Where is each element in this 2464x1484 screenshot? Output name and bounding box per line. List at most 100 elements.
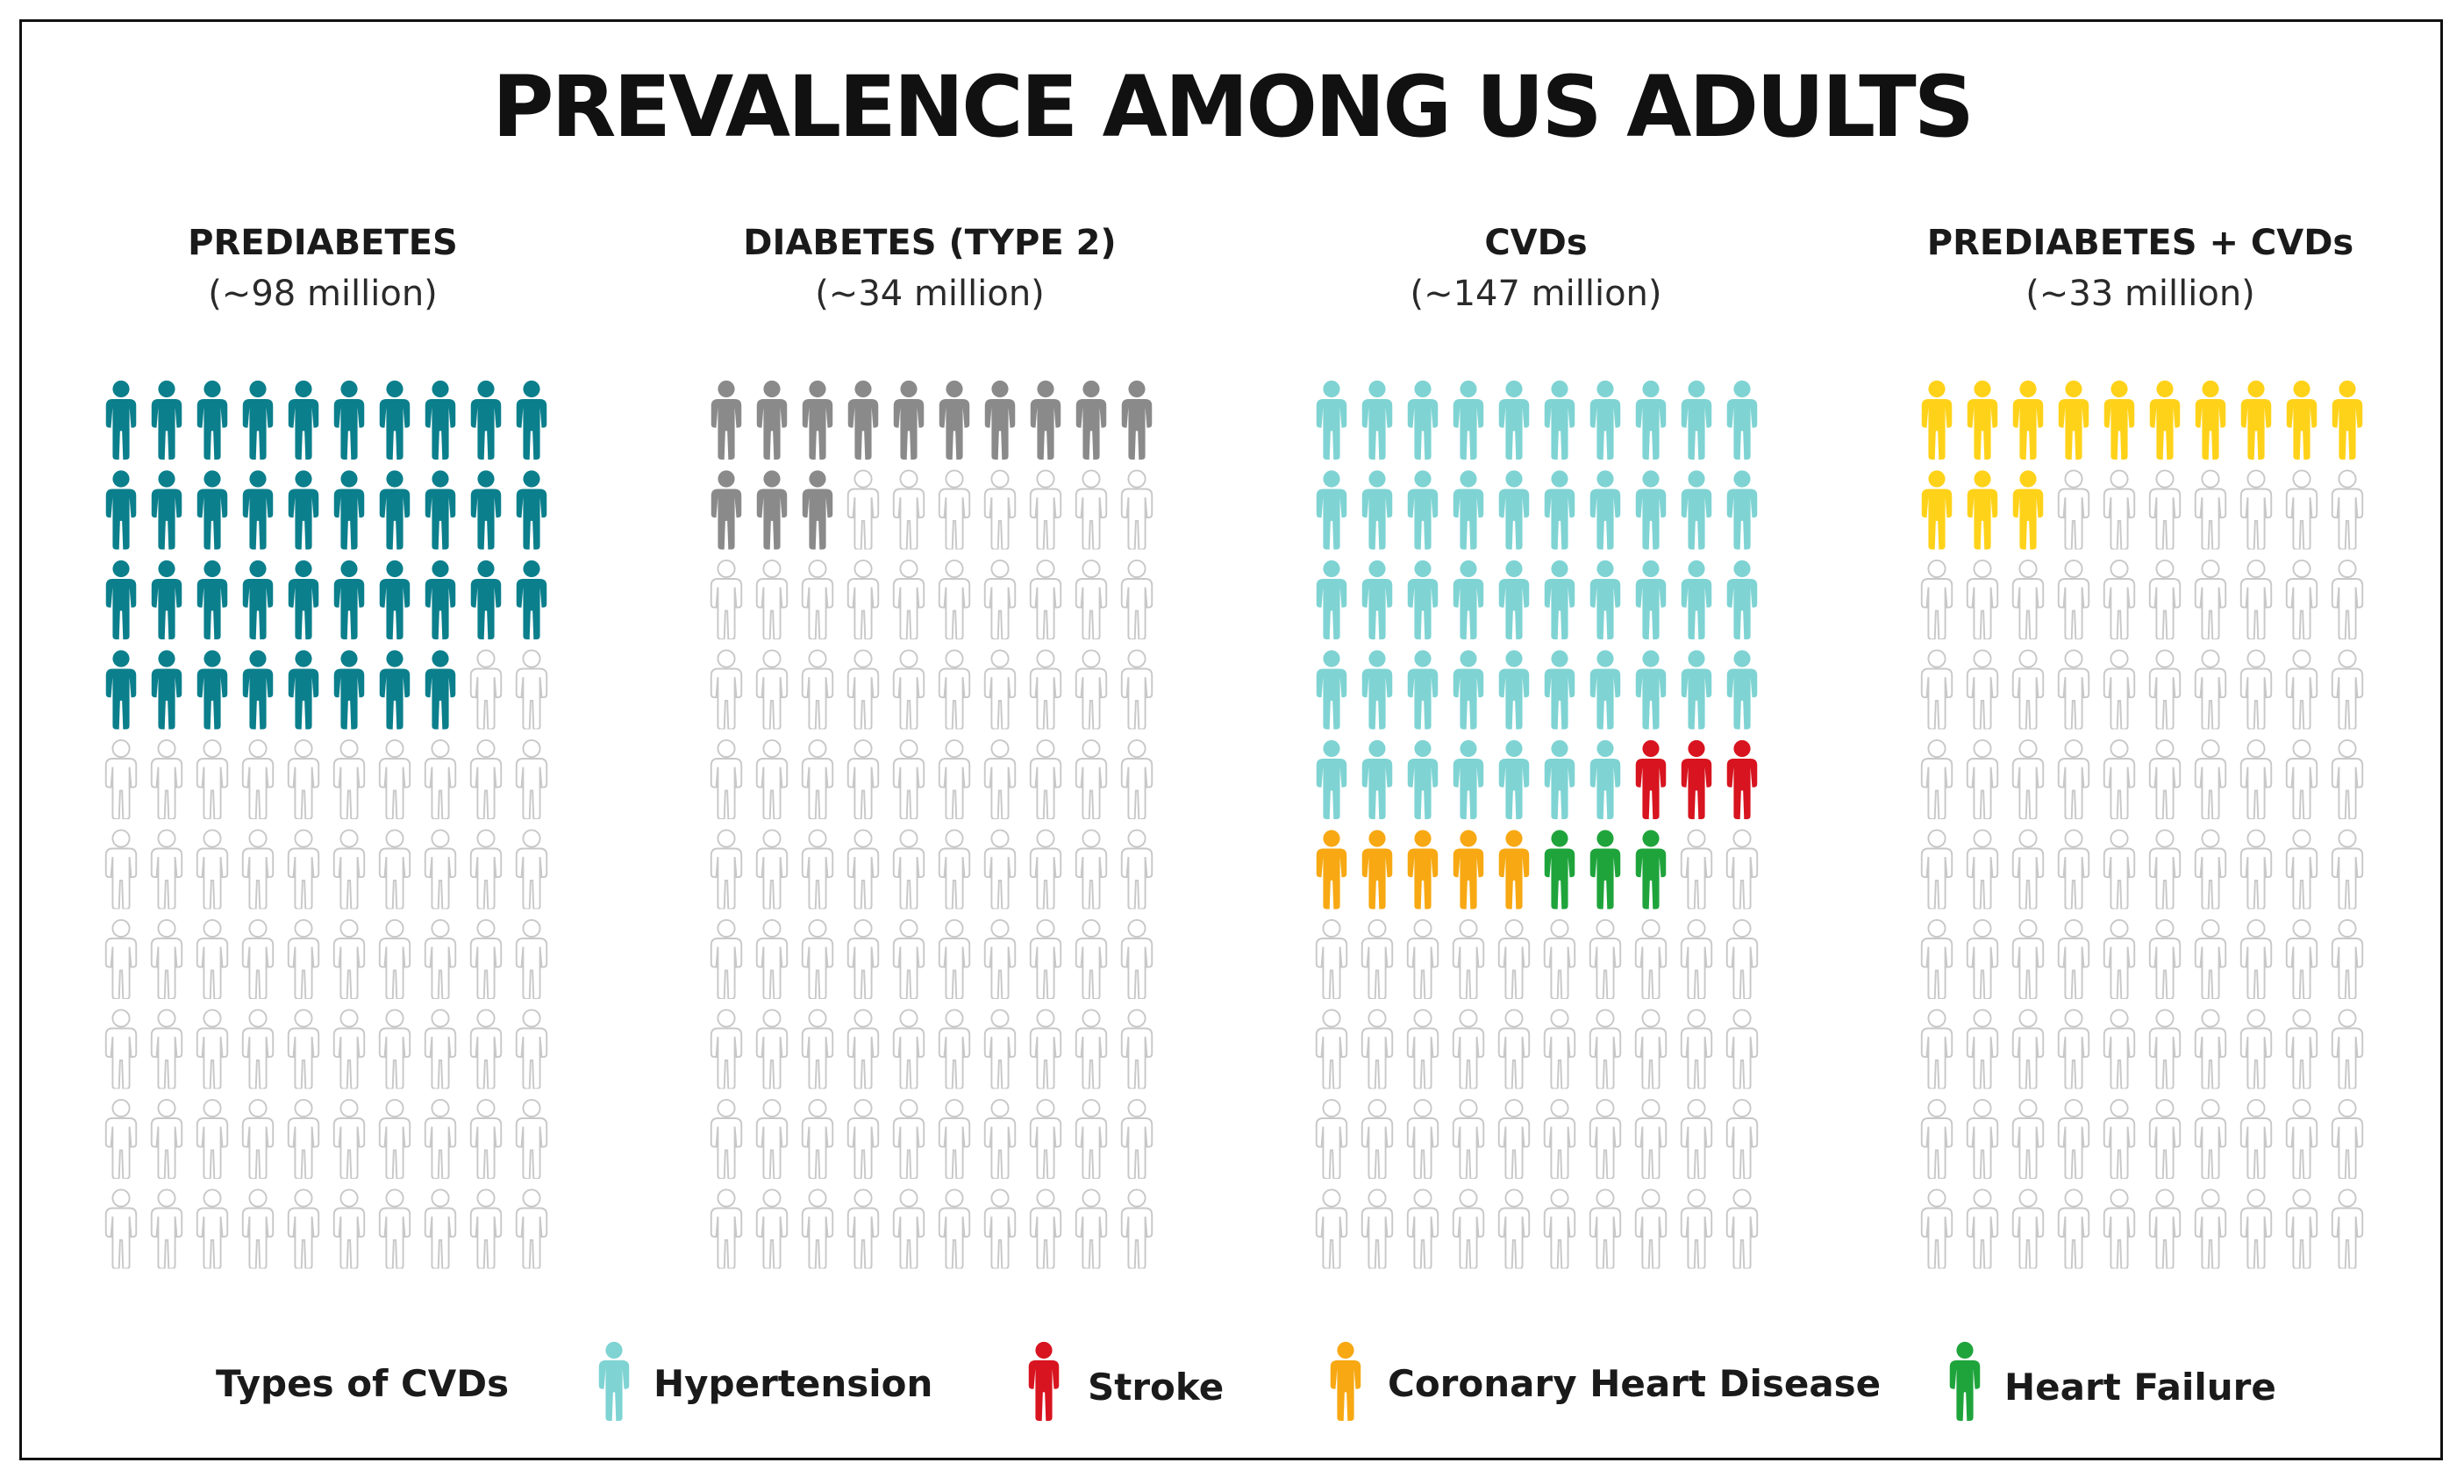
- person-icon-empty: [892, 649, 925, 730]
- person-icon-empty: [515, 738, 548, 819]
- person-icon-hypertension: [1726, 650, 1758, 730]
- person-icon-empty: [1120, 1098, 1153, 1179]
- person-icon-empty: [1029, 1188, 1062, 1269]
- person-icon-empty: [1361, 918, 1394, 999]
- person-icon-empty: [755, 1098, 789, 1179]
- panel-title-diabetes: DIABETES (TYPE 2): [743, 223, 1117, 263]
- person-icon-empty: [332, 1098, 366, 1179]
- person-icon-empty: [1589, 1009, 1622, 1089]
- person-icon-hypertension: [1498, 380, 1530, 460]
- person-icon-prediabetes-cvds: [2286, 380, 2318, 460]
- person-icon-empty: [2194, 829, 2227, 910]
- person-icon-empty: [755, 918, 789, 999]
- person-icon-empty: [801, 649, 834, 730]
- person-icon-empty: [2194, 1009, 2227, 1089]
- person-icon-empty: [241, 829, 275, 910]
- person-icon-empty: [2239, 829, 2273, 910]
- person-icon-empty: [846, 649, 880, 730]
- person-icon-hypertension: [1681, 650, 1712, 730]
- person-icon-empty: [710, 649, 743, 730]
- person-icon-empty: [1680, 1009, 1713, 1089]
- person-icon-prediabetes-cvds: [2240, 380, 2272, 460]
- person-icon-prediabetes: [379, 380, 411, 460]
- person-icon-hypertension: [1635, 560, 1667, 639]
- person-icon-empty: [2103, 649, 2136, 730]
- person-icon-empty: [938, 1098, 971, 1179]
- person-icon-empty: [1452, 1098, 1485, 1179]
- person-icon-prediabetes: [151, 380, 182, 460]
- person-icon-empty: [469, 738, 503, 819]
- person-icon-empty: [2011, 559, 2045, 639]
- person-icon-empty: [424, 829, 457, 910]
- person-icon-hypertension: [1544, 470, 1575, 550]
- person-icon-hypertension: [1726, 470, 1758, 550]
- person-icon-empty: [1966, 738, 1999, 819]
- person-icon-empty: [1361, 1098, 1394, 1179]
- person-icon-hypertension: [1589, 650, 1621, 730]
- person-icon-diabetes-type-2: [893, 380, 925, 460]
- person-icon-empty: [378, 918, 411, 999]
- person-icon-hypertension: [1361, 470, 1393, 550]
- person-icon-empty: [1680, 1188, 1713, 1269]
- person-icon-empty: [1497, 918, 1531, 999]
- person-icon-prediabetes: [288, 560, 319, 639]
- person-icon-empty: [710, 918, 743, 999]
- person-icon-hypertension: [1681, 560, 1712, 639]
- person-icon-empty: [1406, 1188, 1439, 1269]
- person-icon-prediabetes: [425, 380, 456, 460]
- person-icon-empty: [983, 918, 1017, 999]
- person-icon-empty: [2103, 918, 2136, 999]
- person-icon-hypertension: [1316, 650, 1347, 730]
- person-icon-empty: [2239, 918, 2273, 999]
- person-icon-prediabetes: [288, 470, 319, 550]
- person-icon-empty: [1589, 918, 1622, 999]
- person-icon-empty: [1966, 829, 1999, 910]
- person-icon-empty: [2103, 829, 2136, 910]
- person-icon-empty: [1452, 918, 1485, 999]
- person-icon-diabetes-type-2: [939, 380, 970, 460]
- person-icon-empty: [1966, 649, 1999, 730]
- person-icon-hypertension: [1498, 470, 1530, 550]
- person-icon-prediabetes: [516, 470, 547, 550]
- person-icon-prediabetes-cvds: [1967, 470, 1998, 550]
- person-icon-empty: [710, 1009, 743, 1089]
- person-icon-diabetes-type-2: [802, 380, 833, 460]
- person-icon-empty: [2057, 649, 2090, 730]
- person-icon-prediabetes: [516, 560, 547, 639]
- person-icon-empty: [1680, 1098, 1713, 1179]
- person-icon-empty: [1029, 829, 1062, 910]
- person-icon-stroke: [1726, 739, 1758, 819]
- person-icon-empty: [2194, 559, 2227, 639]
- person-icon-empty: [424, 1188, 457, 1269]
- person-icon-empty: [892, 559, 925, 639]
- person-icon-empty: [1725, 1098, 1759, 1179]
- person-icon-empty: [2057, 829, 2090, 910]
- icon-grid-cvds: [1315, 380, 1759, 1269]
- person-icon-empty: [801, 1009, 834, 1089]
- person-icon-empty: [1920, 1188, 1953, 1269]
- person-icon-empty: [2239, 1188, 2273, 1269]
- person-icon-empty: [287, 829, 320, 910]
- person-icon-empty: [801, 829, 834, 910]
- person-icon-empty: [1920, 649, 1953, 730]
- person-icon-empty: [2103, 469, 2136, 550]
- person-icon-stroke: [1681, 739, 1712, 819]
- person-icon-empty: [2194, 738, 2227, 819]
- person-icon-heart-failure: [1589, 830, 1621, 910]
- person-icon-hypertension: [1589, 380, 1621, 460]
- person-icon-empty: [196, 1098, 229, 1179]
- person-icon-empty: [1920, 559, 1953, 639]
- person-icon-empty: [332, 1188, 366, 1269]
- person-icon-stroke: [1635, 739, 1667, 819]
- person-icon-hypertension: [1407, 470, 1439, 550]
- person-icon-prediabetes-cvds: [2058, 380, 2089, 460]
- person-icon-diabetes-type-2: [847, 380, 879, 460]
- legend-person-icon-stroke: [1028, 1341, 1060, 1421]
- person-icon-empty: [1406, 1098, 1439, 1179]
- person-icon-empty: [801, 559, 834, 639]
- person-icon-empty: [2011, 649, 2045, 730]
- person-icon-empty: [2148, 738, 2182, 819]
- panel-title-prediabetes: PREDIABETES: [188, 223, 458, 263]
- person-icon-empty: [2011, 918, 2045, 999]
